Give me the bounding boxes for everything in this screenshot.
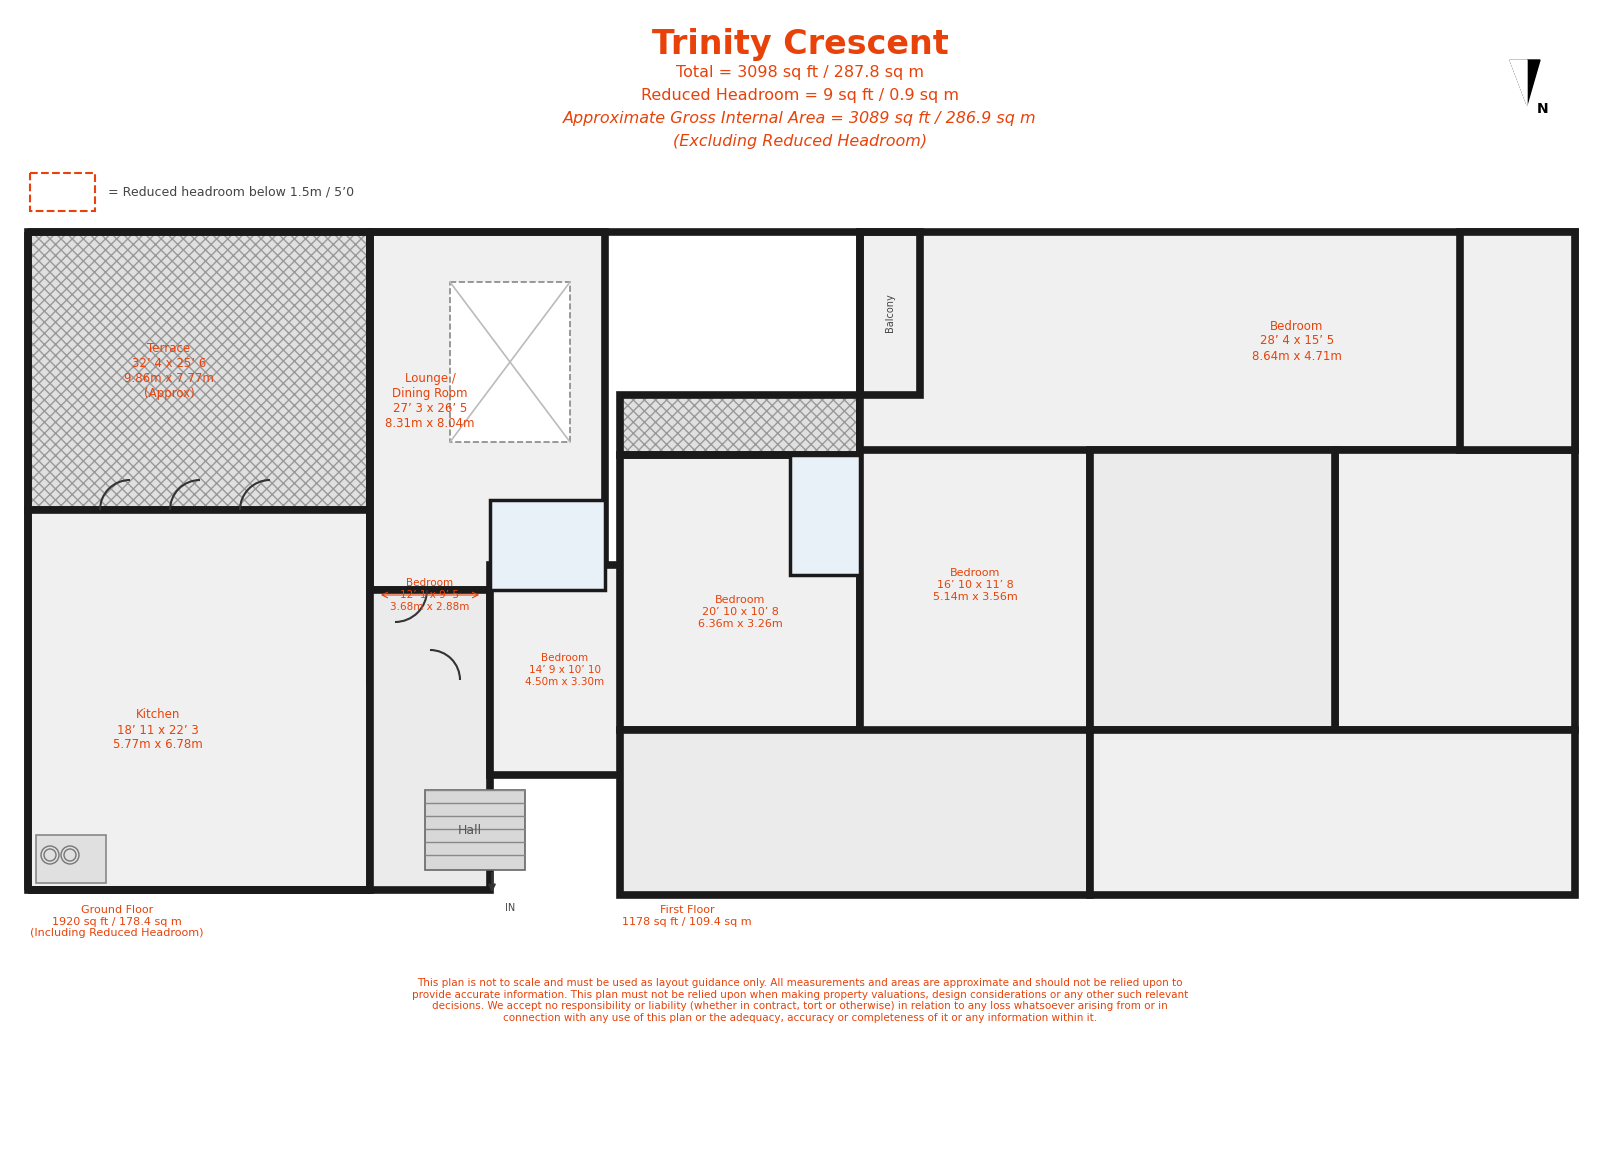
- Text: First Floor
1178 sq ft / 109.4 sq m: First Floor 1178 sq ft / 109.4 sq m: [622, 906, 752, 926]
- Bar: [1334, 450, 1574, 730]
- Text: (Excluding Reduced Headroom): (Excluding Reduced Headroom): [674, 134, 926, 149]
- Text: Bedroom
20’ 10 x 10’ 8
6.36m x 3.26m: Bedroom 20’ 10 x 10’ 8 6.36m x 3.26m: [698, 595, 782, 629]
- Polygon shape: [1510, 60, 1526, 105]
- Text: IN: IN: [506, 903, 515, 913]
- Text: Bedroom
12’ 1 x 9’ 5
3.68m x 2.88m: Bedroom 12’ 1 x 9’ 5 3.68m x 2.88m: [390, 578, 470, 611]
- Text: Approximate Gross Internal Area = 3089 sq ft / 286.9 sq m: Approximate Gross Internal Area = 3089 s…: [563, 111, 1037, 126]
- Bar: [1090, 450, 1334, 730]
- Bar: [29, 510, 370, 891]
- Bar: [490, 565, 640, 775]
- Bar: [621, 455, 861, 730]
- Bar: [790, 455, 861, 576]
- Bar: [35, 835, 106, 884]
- Text: = Reduced headroom below 1.5m / 5’0: = Reduced headroom below 1.5m / 5’0: [109, 185, 354, 198]
- Bar: [621, 395, 861, 455]
- Text: Balcony: Balcony: [885, 294, 894, 332]
- Bar: [861, 232, 920, 395]
- Bar: [861, 395, 1090, 735]
- Text: Reduced Headroom = 9 sq ft / 0.9 sq m: Reduced Headroom = 9 sq ft / 0.9 sq m: [642, 88, 958, 103]
- Bar: [370, 589, 490, 891]
- Bar: [621, 730, 1090, 895]
- Bar: [1090, 730, 1574, 895]
- Text: Trinity Crescent: Trinity Crescent: [651, 28, 949, 61]
- Bar: [861, 232, 1574, 450]
- Text: Bedroom
14’ 9 x 10’ 10
4.50m x 3.30m: Bedroom 14’ 9 x 10’ 10 4.50m x 3.30m: [525, 653, 605, 687]
- Text: Hall: Hall: [458, 823, 482, 836]
- Bar: [370, 510, 490, 680]
- Bar: [29, 232, 370, 510]
- Bar: [30, 173, 94, 211]
- Bar: [1459, 232, 1574, 450]
- Text: Lounge /
Dining Room
27’ 3 x 26’ 5
8.31m x 8.04m: Lounge / Dining Room 27’ 3 x 26’ 5 8.31m…: [386, 372, 475, 430]
- Text: N: N: [1538, 102, 1549, 116]
- Polygon shape: [1510, 60, 1539, 105]
- Text: Terrace
32’ 4 x 25’ 6
9.86m x 7.77m
(Approx): Terrace 32’ 4 x 25’ 6 9.86m x 7.77m (App…: [125, 342, 214, 400]
- Text: Bedroom
16’ 10 x 11’ 8
5.14m x 3.56m: Bedroom 16’ 10 x 11’ 8 5.14m x 3.56m: [933, 569, 1018, 602]
- Text: Total = 3098 sq ft / 287.8 sq m: Total = 3098 sq ft / 287.8 sq m: [675, 65, 925, 80]
- Bar: [450, 283, 570, 442]
- Bar: [370, 232, 605, 589]
- Bar: [426, 790, 525, 870]
- Bar: [29, 232, 370, 510]
- Text: This plan is not to scale and must be used as layout guidance only. All measurem: This plan is not to scale and must be us…: [411, 979, 1189, 1023]
- Bar: [861, 232, 920, 395]
- Bar: [621, 395, 861, 455]
- Text: Ground Floor
1920 sq ft / 178.4 sq m
(Including Reduced Headroom): Ground Floor 1920 sq ft / 178.4 sq m (In…: [30, 906, 203, 938]
- Text: Kitchen
18’ 11 x 22’ 3
5.77m x 6.78m: Kitchen 18’ 11 x 22’ 3 5.77m x 6.78m: [114, 709, 203, 752]
- Bar: [490, 500, 605, 589]
- Text: Bedroom
28’ 4 x 15’ 5
8.64m x 4.71m: Bedroom 28’ 4 x 15’ 5 8.64m x 4.71m: [1253, 320, 1342, 362]
